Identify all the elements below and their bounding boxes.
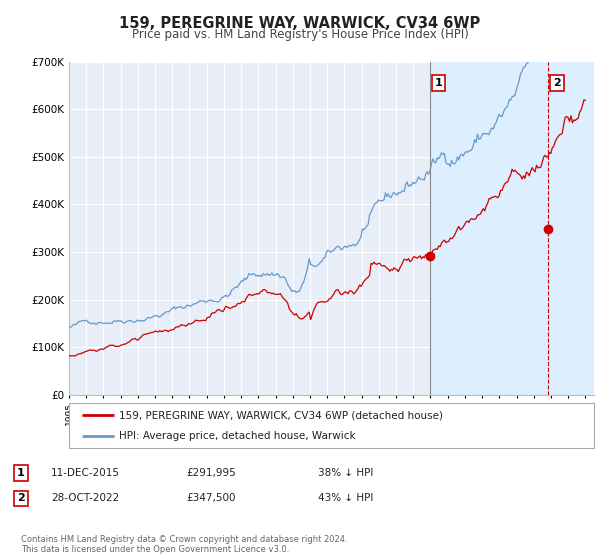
- Text: HPI: Average price, detached house, Warwick: HPI: Average price, detached house, Warw…: [119, 431, 355, 441]
- Text: £291,995: £291,995: [186, 468, 236, 478]
- Text: 159, PEREGRINE WAY, WARWICK, CV34 6WP: 159, PEREGRINE WAY, WARWICK, CV34 6WP: [119, 16, 481, 31]
- Text: 1: 1: [435, 78, 443, 88]
- Text: 38% ↓ HPI: 38% ↓ HPI: [318, 468, 373, 478]
- Text: 2: 2: [17, 493, 25, 503]
- Text: 2: 2: [553, 78, 561, 88]
- Text: Price paid vs. HM Land Registry's House Price Index (HPI): Price paid vs. HM Land Registry's House …: [131, 28, 469, 41]
- Text: £347,500: £347,500: [186, 493, 235, 503]
- Text: 1: 1: [17, 468, 25, 478]
- Bar: [430, 62, 594, 395]
- Text: 28-OCT-2022: 28-OCT-2022: [51, 493, 119, 503]
- Text: 159, PEREGRINE WAY, WARWICK, CV34 6WP (detached house): 159, PEREGRINE WAY, WARWICK, CV34 6WP (d…: [119, 410, 443, 421]
- Text: 43% ↓ HPI: 43% ↓ HPI: [318, 493, 373, 503]
- Text: Contains HM Land Registry data © Crown copyright and database right 2024.
This d: Contains HM Land Registry data © Crown c…: [21, 535, 347, 554]
- Text: 11-DEC-2015: 11-DEC-2015: [51, 468, 120, 478]
